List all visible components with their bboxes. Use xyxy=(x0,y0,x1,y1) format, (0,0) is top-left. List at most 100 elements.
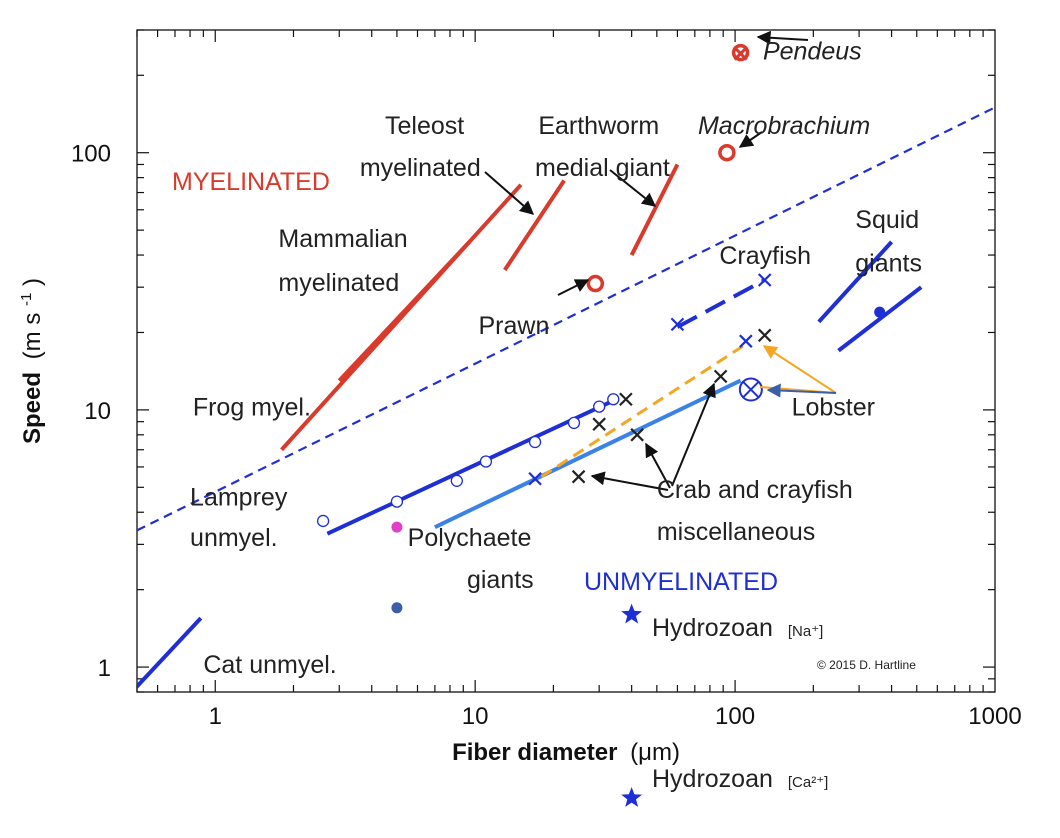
point-lamprey-3 xyxy=(316,514,330,528)
annotation-crab1: Crab and crayfish xyxy=(657,476,853,504)
series-squid-giants-lower xyxy=(837,285,923,353)
arrow-prawn xyxy=(557,279,590,296)
y-tick-label-100: 100 xyxy=(71,141,111,168)
point-hydrozoan-ca2 xyxy=(621,787,643,807)
point-pendeus-0-cross-stroke-b xyxy=(733,46,748,61)
point-lobster-24 xyxy=(738,377,763,402)
point-crayfish-15 xyxy=(757,273,772,287)
annotation-poly2: giants xyxy=(467,566,534,594)
y-axis-title-bold: Speed xyxy=(19,372,46,444)
x-axis-title-unit: (μm) xyxy=(630,739,680,766)
annotation-layer: Mammalian myelinated Teleost myelinated Eart… xyxy=(190,38,922,679)
annotation-crab2: miscellaneous xyxy=(657,518,815,546)
series-teleost-myelinated xyxy=(503,179,566,272)
arrow-earthworm xyxy=(609,169,657,207)
series-cat-unmyel xyxy=(137,616,203,690)
arrow-layer xyxy=(484,30,837,491)
hydrozoan-ca-text: Hydrozoan xyxy=(652,765,773,793)
point-crayfish-16-stroke-b xyxy=(739,334,753,348)
hydrozoan-na-sub: [Na⁺] xyxy=(788,623,823,640)
annotation-mammal1: Mammalian xyxy=(278,225,407,253)
series-frog-myel xyxy=(337,240,471,382)
point-crayfish-17 xyxy=(528,471,542,486)
copyright-text: © 2015 D. Hartline xyxy=(817,658,916,672)
y-tick-label-1: 1 xyxy=(98,655,111,682)
series-crayfish xyxy=(676,278,766,329)
arrow-crab-1 xyxy=(590,471,669,491)
x-tick-label-10: 10 xyxy=(462,703,489,730)
label-myelinated: MYELINATED xyxy=(172,168,330,196)
x-tick-label-1: 1 xyxy=(209,703,222,730)
annotation-squid1: Squid xyxy=(855,206,919,234)
annotation-macro: Macrobrachium xyxy=(698,112,870,140)
y-axis-title-unit: (m s xyxy=(19,313,46,360)
point-lamprey-7 xyxy=(528,435,542,449)
series-polychaete-giants xyxy=(434,378,742,529)
major-ticks xyxy=(137,30,995,692)
point-crab-and-crayfish-18 xyxy=(619,392,633,407)
point-crab-and-crayfish-22-stroke-b xyxy=(713,369,728,384)
point-pendeus-0-cross xyxy=(733,46,748,61)
hydrozoan-ca-sub: [Ca²⁺] xyxy=(788,774,828,791)
annotation-poly1: Polychaete xyxy=(408,524,532,552)
x-axis-title-bold: Fiber diameter xyxy=(452,739,617,766)
point-crab-and-crayfish-19-stroke-b xyxy=(592,417,606,431)
point-crab-and-crayfish-20-stroke-b xyxy=(630,428,644,442)
point-crab-and-crayfish-19 xyxy=(592,417,606,431)
arrow-teleost xyxy=(484,171,535,215)
point-crayfish-17-stroke-b xyxy=(528,471,542,486)
point-lamprey-5 xyxy=(450,474,463,487)
y-axis-title: Speed (m s -1 ) xyxy=(10,278,46,444)
arrow-crab-3 xyxy=(671,382,716,487)
point-hydrozoan-na-25 xyxy=(621,603,643,624)
point-crab-and-crayfish-20 xyxy=(630,428,644,442)
x-tick-label-1000: 1000 xyxy=(968,703,1021,730)
point-crab-and-crayfish-23 xyxy=(757,328,772,343)
point-crab-and-crayfish-23-stroke-b xyxy=(757,328,772,343)
y-axis-title-close: ) xyxy=(19,278,46,286)
point-lamprey-10 xyxy=(607,393,620,406)
label-hydrozoan-na: Hydrozoan [Na⁺] xyxy=(652,614,823,642)
arrow-pendeus xyxy=(756,30,809,45)
annotation-squid2: giants xyxy=(855,250,922,278)
point-lobster-24-cross xyxy=(742,381,760,398)
annotation-crayfish: Crayfish xyxy=(719,242,811,270)
plot-area: Mammalian myelinated Teleost myelinated Eart… xyxy=(136,29,996,807)
y-tick-labels: 1 10 100 xyxy=(71,141,111,682)
y-axis-title-sup: -1 xyxy=(18,293,35,306)
annotation-prawn: Prawn xyxy=(478,312,549,340)
point-crab-and-crayfish-18-stroke-b xyxy=(619,392,633,407)
point-pendeus-0 xyxy=(731,43,750,62)
annotation-frog: Frog myel. xyxy=(193,394,311,422)
point-lamprey-6 xyxy=(479,455,493,468)
annotation-mammal2: myelinated xyxy=(278,269,399,297)
point-lamprey-9 xyxy=(593,400,606,413)
point-polychaete-11 xyxy=(391,521,403,533)
annotation-lamprey2: unmyel. xyxy=(190,524,278,552)
series-myelinated-upper-bound xyxy=(137,106,995,532)
point-prawn-2 xyxy=(586,274,605,293)
annotation-pendeus: Pendeus xyxy=(763,38,862,66)
label-unmyelinated: UNMYELINATED xyxy=(584,568,778,596)
annotation-lobster: Lobster xyxy=(792,394,875,422)
point-lamprey-4 xyxy=(390,495,404,508)
x-tick-label-100: 100 xyxy=(715,703,755,730)
point-crayfish-14 xyxy=(670,317,685,332)
point-macrobrachium-1 xyxy=(718,143,736,162)
label-hydrozoan-ca: Hydrozoan [Ca²⁺] xyxy=(652,765,828,793)
point-squid-13 xyxy=(874,306,886,318)
annotation-earth2: medial giant xyxy=(535,154,670,182)
arrow-crab-2 xyxy=(645,442,671,489)
point-lobster-24-cross-stroke-b xyxy=(742,381,760,398)
arrow-lobster-orange-1 xyxy=(762,345,837,394)
annotation-teleost2: myelinated xyxy=(360,154,481,182)
point-lamprey-8 xyxy=(567,416,581,430)
point-polychaete-12 xyxy=(391,602,403,614)
annotation-teleost1: Teleost xyxy=(385,112,464,140)
x-tick-labels: 1 10 100 1000 xyxy=(209,703,1022,730)
point-crab-and-crayfish-22 xyxy=(713,369,728,384)
minor-ticks xyxy=(136,29,995,693)
y-tick-label-10: 10 xyxy=(84,398,111,425)
x-axis-title: Fiber diameter (μm) xyxy=(452,739,680,766)
series-earthworm-medial-giant xyxy=(629,163,680,256)
